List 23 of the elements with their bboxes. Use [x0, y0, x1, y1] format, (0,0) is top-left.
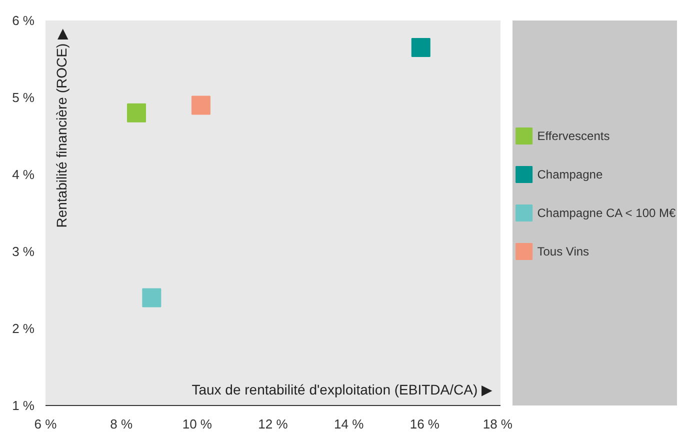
- point: [191, 96, 210, 115]
- point: [142, 288, 162, 308]
- x-tick-label: 16 %: [410, 416, 440, 432]
- point: [127, 103, 146, 122]
- x-tick-label: 6 %: [34, 416, 58, 432]
- legend-label: Effervescents: [537, 129, 610, 143]
- legend-label: Tous Vins: [537, 244, 590, 258]
- legend-label: Champagne: [537, 168, 603, 182]
- y-tick-label: 2 %: [12, 321, 35, 336]
- x-tick-label: 18 %: [482, 416, 513, 432]
- y-tick-label: 5 %: [12, 90, 35, 105]
- y-tick-label: 1 %: [12, 398, 35, 413]
- point: [411, 38, 430, 57]
- legend-label: Champagne CA < 100 M€: [537, 206, 676, 220]
- x-axis-title: Taux de rentabilité d'exploitation (EBITDA/CA) ▶: [192, 382, 493, 398]
- y-tick-label: 4 %: [12, 167, 35, 182]
- y-tick-label: 3 %: [12, 244, 35, 259]
- x-tick-label: 12 %: [258, 416, 288, 432]
- x-tick-label: 10 %: [182, 416, 212, 432]
- y-axis-title: Rentabilité financière (ROCE) ▶: [54, 28, 70, 228]
- x-tick-label: 8 %: [110, 416, 133, 432]
- x-tick-label: 14 %: [334, 416, 364, 432]
- y-tick-label: 6 %: [12, 13, 35, 28]
